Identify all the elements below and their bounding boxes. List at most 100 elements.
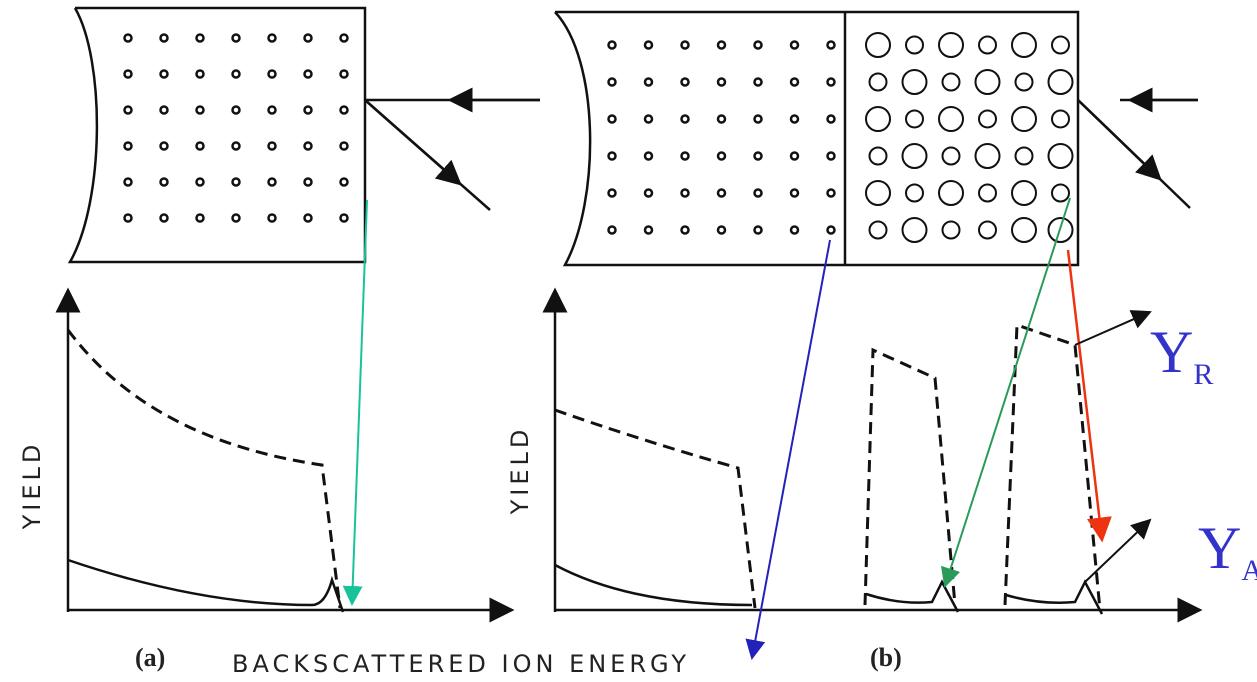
atom xyxy=(231,33,241,43)
aligned-spectrum xyxy=(865,579,960,613)
atom xyxy=(123,69,133,79)
atom xyxy=(680,114,690,124)
atom xyxy=(978,183,997,203)
atom xyxy=(1011,32,1037,58)
atom xyxy=(123,213,133,223)
scatter-arrow xyxy=(364,99,462,186)
atom xyxy=(1047,217,1074,243)
subscript: R xyxy=(1193,358,1213,391)
atom xyxy=(680,77,690,87)
arrow xyxy=(1066,249,1112,543)
atom xyxy=(901,217,928,243)
atom xyxy=(607,40,617,50)
atom xyxy=(1014,72,1034,92)
amorphous-atoms xyxy=(865,32,1074,243)
atom xyxy=(901,143,928,169)
atom xyxy=(195,213,205,223)
atom xyxy=(303,69,313,79)
atom xyxy=(231,177,241,187)
atom xyxy=(789,40,800,50)
atom xyxy=(941,72,961,92)
atom xyxy=(716,225,727,235)
atom xyxy=(941,146,961,166)
atom xyxy=(938,180,964,206)
scatter-arrow xyxy=(1077,99,1162,181)
atom xyxy=(607,151,617,161)
arrow xyxy=(941,197,1071,588)
aligned-spectrum xyxy=(1005,579,1104,615)
atom xyxy=(826,114,836,124)
panel-label: (a) xyxy=(135,643,165,672)
atom xyxy=(938,106,964,132)
atom xyxy=(1014,146,1034,166)
atom xyxy=(195,69,205,79)
atom xyxy=(267,213,277,223)
random-spectrum xyxy=(863,347,957,606)
aligned-spectrum xyxy=(67,558,345,613)
atom xyxy=(789,225,800,235)
arrow xyxy=(745,239,831,660)
atom xyxy=(123,177,133,187)
random-spectrum xyxy=(1003,322,1102,611)
atom xyxy=(159,33,169,43)
atom xyxy=(231,105,241,115)
panel-label: (b) xyxy=(870,643,902,672)
atom xyxy=(826,40,836,50)
atom xyxy=(267,33,277,43)
yr-label: YR xyxy=(1150,319,1213,391)
atoms-a xyxy=(123,33,349,223)
crystal-b xyxy=(554,10,1080,267)
atom xyxy=(1047,69,1074,95)
atom xyxy=(339,141,349,151)
arrow xyxy=(1074,310,1152,346)
atom xyxy=(938,32,964,58)
atom xyxy=(789,151,800,161)
atom xyxy=(753,225,763,235)
atoms-b xyxy=(607,40,836,235)
atom xyxy=(1047,143,1074,169)
atom xyxy=(826,151,836,161)
atom xyxy=(974,69,1001,95)
atom xyxy=(159,177,169,187)
atom xyxy=(339,33,349,43)
atom xyxy=(303,141,313,151)
atom xyxy=(905,35,924,55)
atom xyxy=(716,188,727,198)
atom xyxy=(753,151,763,161)
atom xyxy=(195,177,205,187)
atom xyxy=(716,114,727,124)
atom xyxy=(643,40,654,50)
atom xyxy=(978,220,997,240)
atom xyxy=(195,105,205,115)
atom xyxy=(974,143,1001,169)
atom xyxy=(1051,35,1070,55)
atom xyxy=(231,141,241,151)
atom xyxy=(680,151,690,161)
atom xyxy=(868,72,888,92)
atom xyxy=(231,213,241,223)
atom xyxy=(339,69,349,79)
atom xyxy=(905,109,924,129)
atom xyxy=(753,114,763,124)
aligned-spectrum xyxy=(554,563,753,607)
atom xyxy=(267,177,277,187)
atom xyxy=(1051,109,1070,129)
atom xyxy=(753,40,763,50)
atom xyxy=(753,188,763,198)
atom xyxy=(303,105,313,115)
atom xyxy=(680,188,690,198)
ya-label: YA xyxy=(1198,515,1257,587)
atom xyxy=(267,141,277,151)
atom xyxy=(195,141,205,151)
atom xyxy=(716,151,727,161)
atom xyxy=(789,77,800,87)
atom xyxy=(303,213,313,223)
atom xyxy=(865,32,891,58)
x-axis-label: BACKSCATTERED ION ENERGY xyxy=(232,650,690,678)
atom xyxy=(643,188,654,198)
atom xyxy=(941,220,961,240)
atom xyxy=(231,69,241,79)
atom xyxy=(607,188,617,198)
atom xyxy=(680,225,690,235)
atom xyxy=(901,69,928,95)
